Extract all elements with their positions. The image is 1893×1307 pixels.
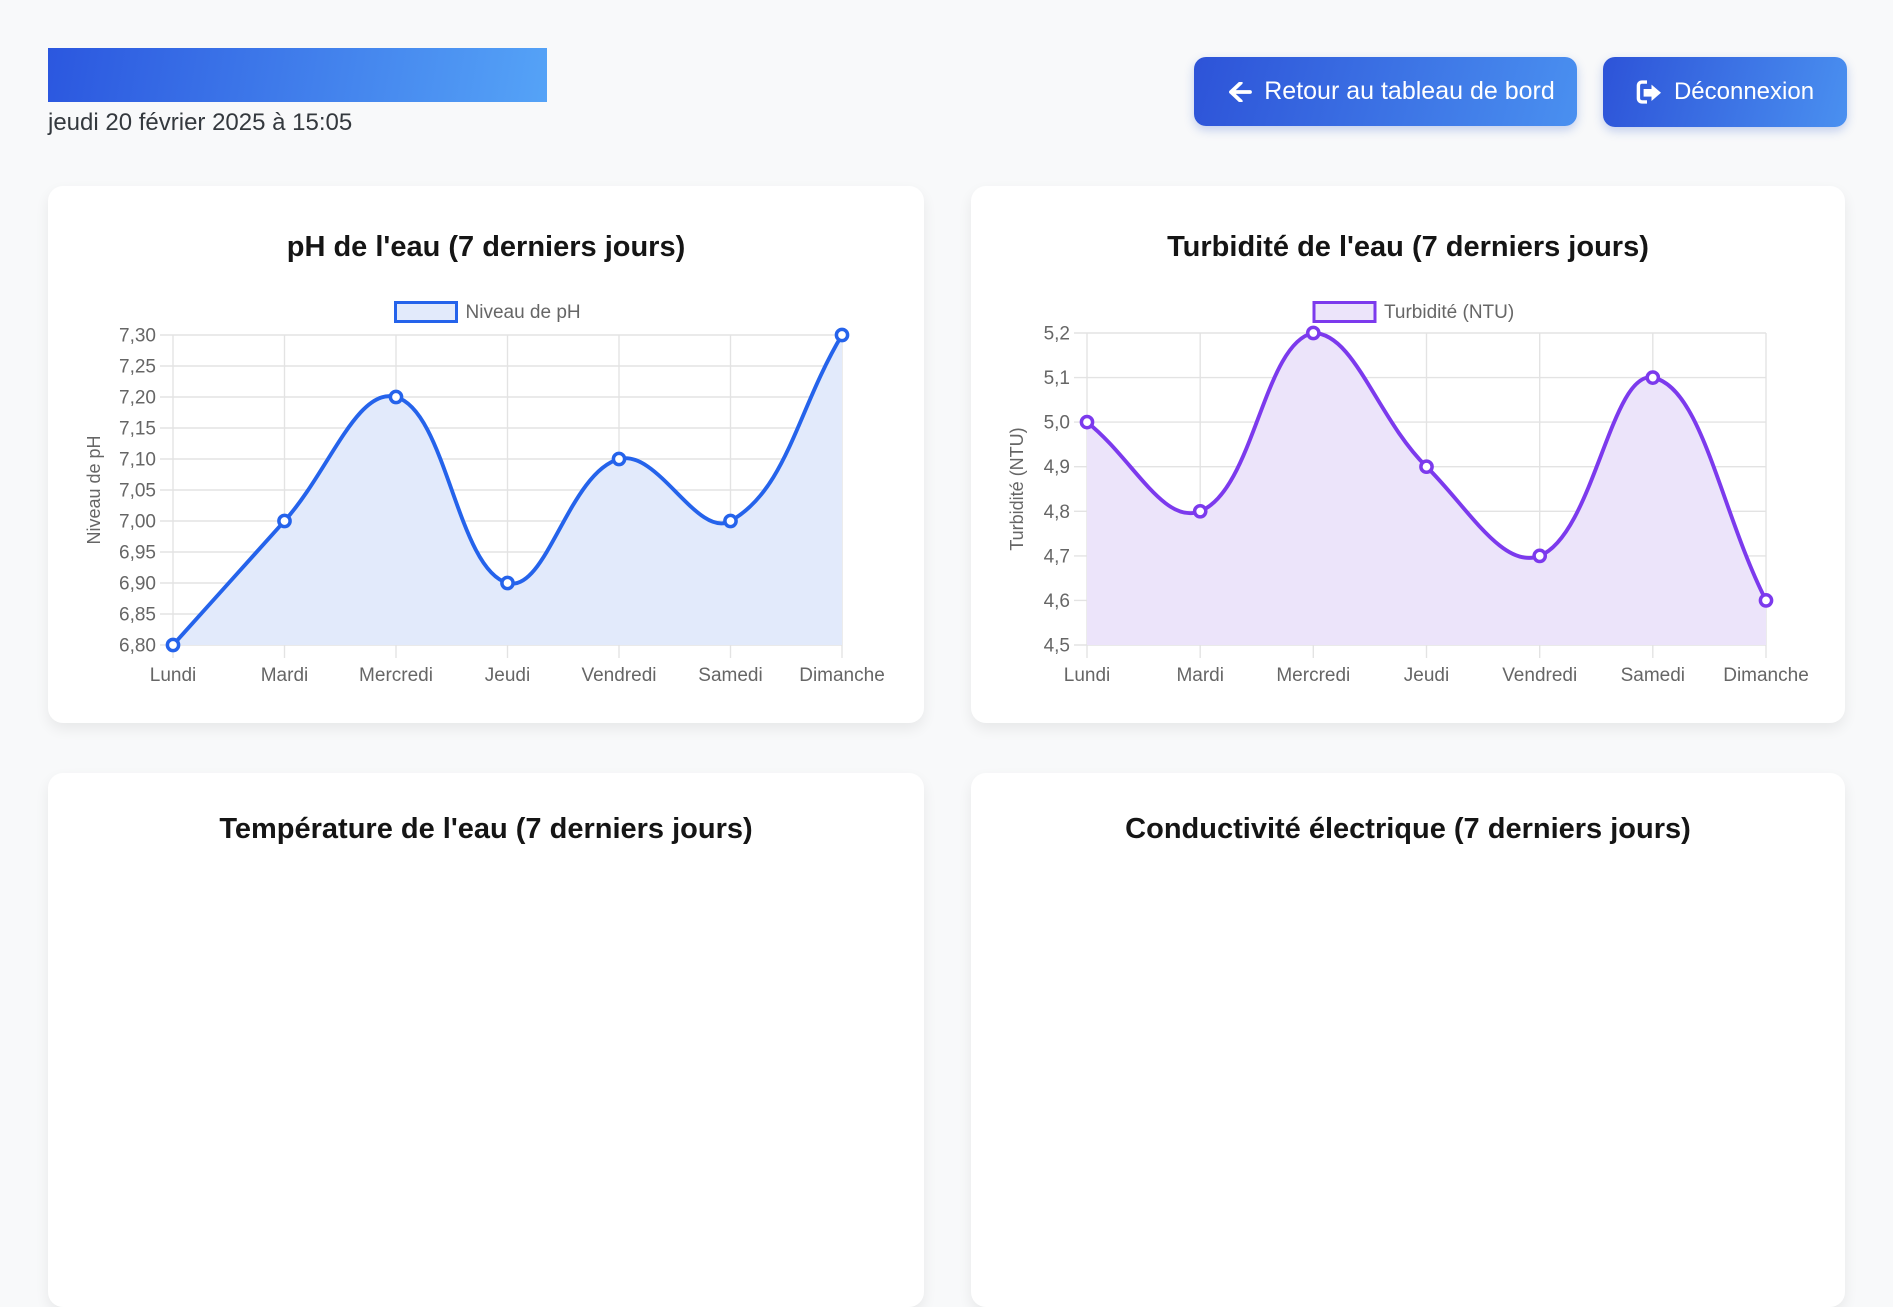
svg-text:4,9: 4,9: [1044, 457, 1070, 478]
svg-text:5,1: 5,1: [1044, 368, 1070, 389]
svg-text:Vendredi: Vendredi: [1502, 665, 1577, 686]
svg-text:Dimanche: Dimanche: [1723, 665, 1809, 686]
svg-text:Lundi: Lundi: [150, 665, 197, 686]
svg-text:Dimanche: Dimanche: [799, 665, 885, 686]
svg-text:Mercredi: Mercredi: [1276, 665, 1350, 686]
svg-text:Jeudi: Jeudi: [1404, 665, 1449, 686]
svg-text:Jeudi: Jeudi: [485, 665, 530, 686]
svg-text:6,80: 6,80: [119, 636, 156, 657]
svg-text:5,0: 5,0: [1044, 413, 1070, 434]
svg-text:Niveau de pH: Niveau de pH: [84, 435, 104, 544]
svg-text:7,20: 7,20: [119, 388, 156, 409]
svg-text:7,30: 7,30: [119, 326, 156, 347]
svg-text:Mercredi: Mercredi: [359, 665, 433, 686]
svg-text:6,85: 6,85: [119, 605, 156, 626]
svg-text:7,05: 7,05: [119, 481, 156, 502]
svg-text:6,95: 6,95: [119, 543, 156, 564]
svg-text:Turbidité de l'eau (7 derniers: Turbidité de l'eau (7 derniers jours): [1167, 231, 1649, 263]
svg-text:4,5: 4,5: [1044, 636, 1070, 657]
svg-text:7,10: 7,10: [119, 450, 156, 471]
svg-text:7,00: 7,00: [119, 512, 156, 533]
svg-text:Samedi: Samedi: [1621, 665, 1685, 686]
svg-text:Vendredi: Vendredi: [581, 665, 656, 686]
svg-text:Turbidité (NTU): Turbidité (NTU): [1007, 427, 1027, 550]
svg-text:6,90: 6,90: [119, 574, 156, 595]
svg-text:5,2: 5,2: [1044, 324, 1070, 345]
svg-text:7,15: 7,15: [119, 419, 156, 440]
svg-text:Turbidité (NTU): Turbidité (NTU): [1384, 302, 1514, 323]
svg-text:Niveau de pH: Niveau de pH: [466, 302, 581, 323]
svg-text:Mardi: Mardi: [261, 665, 309, 686]
svg-text:Samedi: Samedi: [698, 665, 762, 686]
svg-text:4,6: 4,6: [1044, 591, 1070, 612]
svg-text:pH de l'eau (7 derniers jours): pH de l'eau (7 derniers jours): [287, 231, 686, 263]
svg-text:4,7: 4,7: [1044, 546, 1070, 567]
svg-text:Mardi: Mardi: [1176, 665, 1224, 686]
svg-text:Lundi: Lundi: [1064, 665, 1111, 686]
svg-text:4,8: 4,8: [1044, 502, 1070, 523]
svg-text:7,25: 7,25: [119, 357, 156, 378]
